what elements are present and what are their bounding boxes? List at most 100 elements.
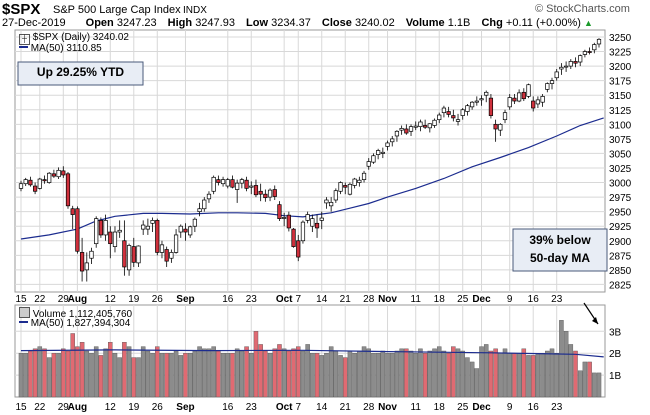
x-tick-label: 18 [434, 294, 446, 305]
price-y-tick-label: 2850 [609, 266, 632, 277]
candle [376, 148, 381, 160]
candle [51, 169, 57, 178]
ytd-annotation-box [17, 61, 144, 86]
price-y-tick-label: 3150 [609, 91, 632, 102]
chg-value: +0.11 (+0.00%) [505, 17, 581, 29]
candle [112, 226, 118, 253]
volume-bar [587, 361, 592, 398]
candle [329, 197, 334, 212]
price-y-axis: 2825 2850 2875 2900 2925 2950 2975 3000 3025 3050… [609, 33, 632, 291]
watermark: © StockCharts.com [535, 3, 630, 15]
volume-bar [441, 350, 447, 398]
candle [455, 113, 461, 126]
x-tick-label: 29 [58, 402, 70, 413]
volume-label: Volume [405, 17, 445, 29]
candle [277, 201, 282, 221]
price-y-tick-label: 2875 [609, 251, 632, 262]
volume-bar [70, 333, 75, 398]
candle [291, 227, 296, 248]
candle [390, 135, 395, 147]
x-tick-label: 26 [152, 402, 164, 413]
candle [413, 121, 418, 131]
price-ma-line [20, 117, 604, 240]
volume-value: 1.1B [447, 17, 471, 29]
volume-bar [136, 357, 141, 398]
candle [545, 82, 550, 93]
candle [282, 212, 287, 227]
volume-bar [281, 348, 287, 398]
candle [188, 225, 193, 238]
volume-bar [563, 331, 569, 398]
candle [526, 83, 531, 99]
candle [441, 105, 447, 118]
price-y-tick-label: 2900 [609, 237, 632, 248]
x-tick-label: 14 [316, 294, 328, 305]
volume-bar [507, 352, 512, 398]
volume-bar [169, 352, 174, 398]
volume-bar [164, 352, 169, 398]
volume-bar [230, 352, 235, 398]
candle [23, 177, 28, 187]
x-tick-label: 23 [551, 402, 563, 413]
candle [305, 211, 310, 224]
candle [324, 197, 329, 209]
volume-bar [23, 352, 28, 398]
volume-bar [380, 350, 386, 398]
x-tick-label: 7 [295, 402, 301, 413]
x-tick-label: 9 [507, 294, 513, 305]
volume-bar [568, 344, 574, 398]
high-label: High [167, 17, 193, 29]
candle [314, 214, 320, 238]
volume-bar [328, 346, 334, 398]
volume-bar [56, 352, 61, 398]
candle [423, 119, 428, 129]
price-y-tick-label: 3100 [609, 120, 632, 131]
volume-bar [75, 346, 80, 398]
volume-bar [253, 331, 259, 398]
volume-bar [498, 352, 503, 398]
x-tick-label: 29 [58, 294, 70, 305]
high-value: 3247.93 [195, 17, 235, 29]
volume-legend-series: Volume 1,112,405,760 [19, 307, 132, 320]
volume-bar [432, 348, 437, 398]
x-tick-label: 19 [128, 294, 140, 305]
candle [94, 216, 99, 248]
x-tick-label: Sep [176, 294, 194, 305]
candle [470, 101, 475, 110]
volume-bar [361, 346, 367, 398]
x-tick-label: Dec [472, 294, 491, 305]
volume-bar [122, 342, 127, 398]
volume-bar [159, 352, 165, 398]
candle [249, 181, 254, 195]
x-tick-label: Nov [378, 294, 397, 305]
volume-bar [291, 348, 296, 398]
volume-bar [220, 352, 226, 398]
x-tick-label: 16 [222, 402, 234, 413]
candle [493, 119, 498, 142]
volume-bar [535, 352, 541, 398]
volume-bar [375, 352, 381, 398]
price-ma50-line [20, 117, 604, 240]
volume-bar [483, 344, 489, 398]
x-tick-label: 25 [457, 294, 469, 305]
volume-bar [197, 346, 202, 398]
volume-bar [319, 355, 325, 398]
close-value: 3240.02 [354, 17, 395, 29]
volume-note-line2: 50-day MA [529, 251, 591, 265]
volume-bar [455, 348, 461, 398]
volume-bar [239, 350, 245, 398]
candle [333, 188, 338, 203]
volume-ma-line [20, 349, 604, 358]
volume-bar [408, 350, 414, 398]
exchange: INDX [183, 5, 207, 16]
candle [479, 95, 484, 106]
volume-bar [540, 352, 545, 398]
volume-bar [573, 350, 578, 398]
candle [244, 176, 249, 192]
price-legend-ma: MA(50) 3110.85 [19, 43, 102, 54]
volume-bar [502, 348, 508, 398]
candle [239, 177, 244, 189]
x-tick-label: 14 [316, 402, 328, 413]
candle [145, 218, 150, 235]
